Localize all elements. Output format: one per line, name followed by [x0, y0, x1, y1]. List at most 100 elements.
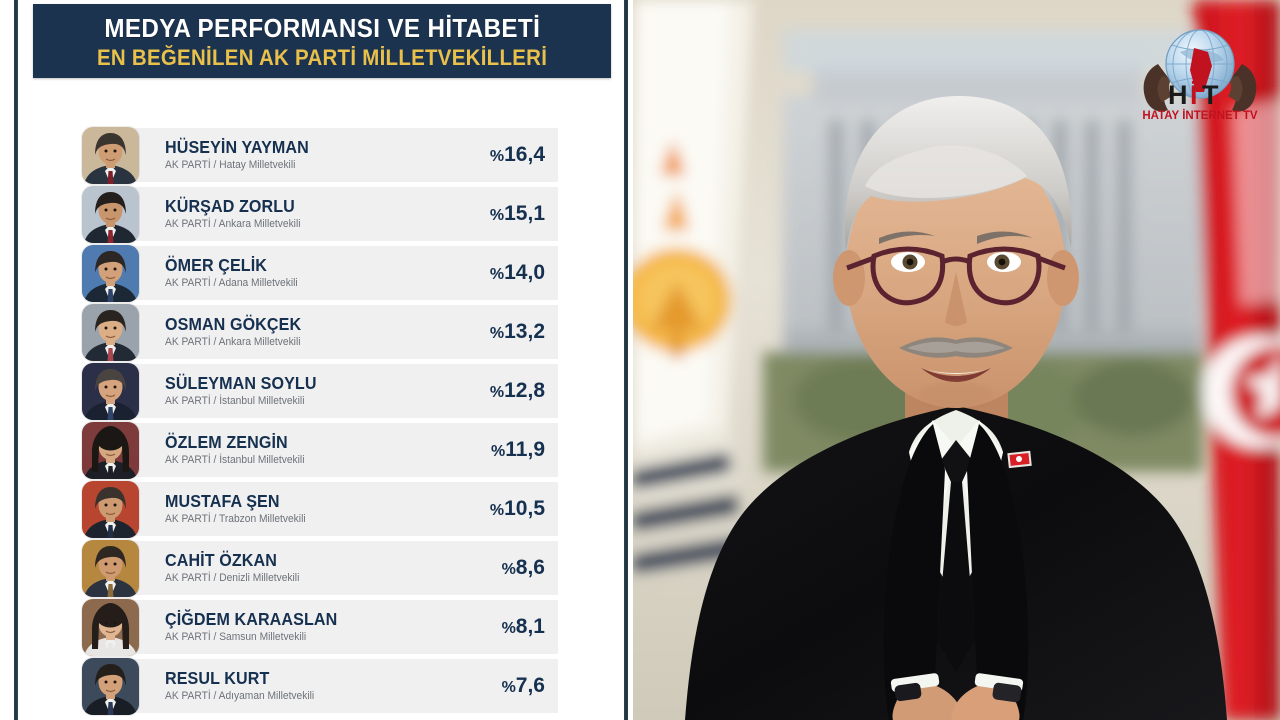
row-text: CAHİT ÖZKAN AK PARTİ / Denizli Milletvek… — [165, 549, 459, 586]
percent-number: 14,0 — [504, 261, 545, 284]
percent-number: 12,8 — [504, 379, 545, 402]
ranking-row: MUSTAFA ŞEN AK PARTİ / Trabzon Milletvek… — [0, 480, 628, 538]
row-background — [130, 482, 558, 536]
ranking-row: HÜSEYİN YAYMAN AK PARTİ / Hatay Milletve… — [0, 126, 628, 184]
ranking-row: RESUL KURT AK PARTİ / Adıyaman Milletvek… — [0, 657, 628, 715]
percent-number: 8,1 — [515, 615, 545, 638]
portrait-huseyin-yayman — [82, 126, 139, 184]
ranking-list: HÜSEYİN YAYMAN AK PARTİ / Hatay Milletve… — [0, 126, 628, 718]
row-background — [130, 128, 558, 182]
row-text: SÜLEYMAN SOYLU AK PARTİ / İstanbul Mille… — [165, 372, 459, 409]
percent-number: 13,2 — [504, 320, 545, 343]
percent-symbol: % — [489, 325, 505, 342]
percent-symbol: % — [489, 266, 505, 283]
ranking-row: OSMAN GÖKÇEK AK PARTİ / Ankara Milletvek… — [0, 303, 628, 361]
percent-symbol: % — [489, 384, 505, 401]
page-title: MEDYA PERFORMANSI VE HİTABETİ — [104, 12, 540, 43]
percentage-value: %13,2 — [459, 320, 545, 344]
ranking-row: ÇİĞDEM KARAASLAN AK PARTİ / Samsun Mille… — [0, 598, 628, 656]
percentage-value: %8,1 — [459, 615, 545, 639]
percent-number: 8,6 — [515, 556, 545, 579]
person-subtitle: AK PARTİ / Adıyaman Milletvekili — [165, 689, 315, 702]
percentage-value: %7,6 — [459, 674, 545, 698]
portrait-cahit-ozkan — [82, 539, 139, 597]
percent-number: 15,1 — [504, 202, 545, 225]
ranking-row: KÜRŞAD ZORLU AK PARTİ / Ankara Milletvek… — [0, 185, 628, 243]
row-text: OSMAN GÖKÇEK AK PARTİ / Ankara Milletvek… — [165, 313, 459, 350]
row-text: RESUL KURT AK PARTİ / Adıyaman Milletvek… — [165, 667, 459, 704]
photo-illustration — [633, 0, 1280, 720]
row-background — [130, 187, 558, 241]
percentage-value: %11,9 — [459, 438, 545, 462]
row-background — [130, 423, 558, 477]
portrait-omer-celik — [82, 244, 139, 302]
person-name: KÜRŞAD ZORLU — [165, 195, 295, 216]
row-background — [130, 541, 558, 595]
person-subtitle: AK PARTİ / Ankara Milletvekili — [165, 217, 301, 230]
person-name: SÜLEYMAN SOYLU — [165, 372, 317, 393]
row-text: ÇİĞDEM KARAASLAN AK PARTİ / Samsun Mille… — [165, 608, 459, 645]
percent-number: 11,9 — [505, 438, 545, 461]
person-name: MUSTAFA ŞEN — [165, 490, 280, 511]
portrait-kursad-zorlu — [82, 185, 139, 243]
panel-right-edge-strip — [624, 0, 628, 720]
percent-symbol: % — [491, 443, 506, 460]
percent-symbol: % — [501, 620, 516, 637]
percentage-value: %10,5 — [459, 497, 545, 521]
person-name: CAHİT ÖZKAN — [165, 549, 277, 570]
percent-symbol: % — [501, 561, 516, 578]
person-subtitle: AK PARTİ / Adana Milletvekili — [165, 276, 298, 289]
person-name: ÇİĞDEM KARAASLAN — [165, 608, 338, 629]
percent-symbol: % — [501, 679, 516, 696]
person-name: RESUL KURT — [165, 667, 270, 688]
row-text: HÜSEYİN YAYMAN AK PARTİ / Hatay Milletve… — [165, 136, 459, 173]
person-name: ÖZLEM ZENGİN — [165, 431, 288, 452]
percent-symbol: % — [489, 207, 505, 224]
ranking-panel: MEDYA PERFORMANSI VE HİTABETİ EN BEĞENİL… — [0, 0, 628, 720]
person-subtitle: AK PARTİ / Ankara Milletvekili — [165, 335, 301, 348]
portrait-cigdem-karaaslan — [82, 598, 139, 656]
panel-left-edge-strip — [14, 0, 18, 720]
percentage-value: %12,8 — [459, 379, 545, 403]
percent-number: 7,6 — [515, 674, 545, 697]
person-name: HÜSEYİN YAYMAN — [165, 136, 309, 157]
row-background — [130, 659, 558, 713]
person-name: OSMAN GÖKÇEK — [165, 313, 302, 334]
person-name: ÖMER ÇELİK — [165, 254, 268, 275]
row-text: KÜRŞAD ZORLU AK PARTİ / Ankara Milletvek… — [165, 195, 459, 232]
percent-number: 10,5 — [504, 497, 545, 520]
ranking-row: SÜLEYMAN SOYLU AK PARTİ / İstanbul Mille… — [0, 362, 628, 420]
portrait-osman-gokcek — [82, 303, 139, 361]
person-subtitle: AK PARTİ / Samsun Milletvekili — [165, 630, 307, 643]
row-background — [130, 364, 558, 418]
person-subtitle: AK PARTİ / Hatay Milletvekili — [165, 158, 296, 171]
ranking-row: ÖMER ÇELİK AK PARTİ / Adana Milletvekili… — [0, 244, 628, 302]
percent-symbol: % — [489, 502, 505, 519]
row-text: MUSTAFA ŞEN AK PARTİ / Trabzon Milletvek… — [165, 490, 459, 527]
page-subtitle: EN BEĞENİLEN AK PARTİ MİLLETVEKİLLERİ — [96, 44, 548, 70]
portrait-resul-kurt — [82, 657, 139, 715]
row-background — [130, 246, 558, 300]
row-background — [130, 600, 558, 654]
percent-symbol: % — [489, 148, 505, 165]
person-subtitle: AK PARTİ / Denizli Milletvekili — [165, 571, 300, 584]
ranking-row: CAHİT ÖZKAN AK PARTİ / Denizli Milletvek… — [0, 539, 628, 597]
percentage-value: %16,4 — [459, 143, 545, 167]
row-text: ÖMER ÇELİK AK PARTİ / Adana Milletvekili — [165, 254, 459, 291]
ranking-row: ÖZLEM ZENGİN AK PARTİ / İstanbul Milletv… — [0, 421, 628, 479]
person-subtitle: AK PARTİ / Trabzon Milletvekili — [165, 512, 306, 525]
percentage-value: %8,6 — [459, 556, 545, 580]
percentage-value: %15,1 — [459, 202, 545, 226]
header-title-bar: MEDYA PERFORMANSI VE HİTABETİ EN BEĞENİL… — [33, 4, 611, 78]
person-subtitle: AK PARTİ / İstanbul Milletvekili — [165, 394, 305, 407]
percentage-value: %14,0 — [459, 261, 545, 285]
portrait-ozlem-zengin — [82, 421, 139, 479]
row-text: ÖZLEM ZENGİN AK PARTİ / İstanbul Milletv… — [165, 431, 459, 468]
politician-photo — [633, 0, 1280, 720]
percent-number: 16,4 — [504, 143, 545, 166]
portrait-suleyman-soylu — [82, 362, 139, 420]
row-background — [130, 305, 558, 359]
person-subtitle: AK PARTİ / İstanbul Milletvekili — [165, 453, 305, 466]
portrait-mustafa-sen — [82, 480, 139, 538]
